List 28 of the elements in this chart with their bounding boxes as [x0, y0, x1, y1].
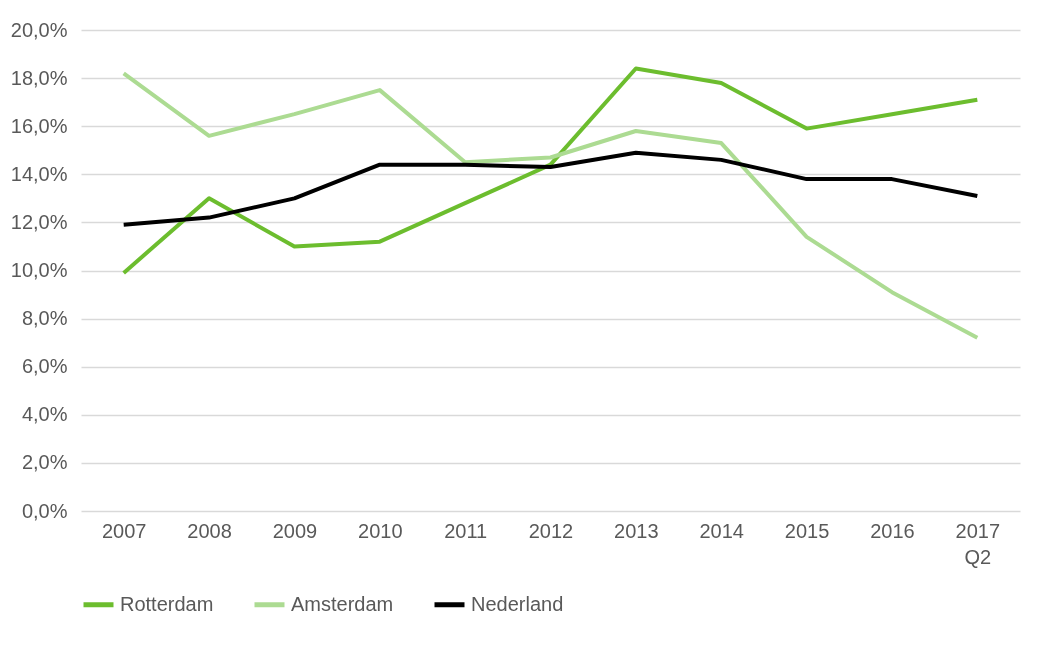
y-tick-label: 16,0%	[10, 114, 68, 137]
y-tick-label: 8,0%	[21, 307, 68, 330]
legend-label: Nederland	[471, 592, 564, 615]
x-tick-label: 2012	[528, 519, 574, 542]
legend-label: Rotterdam	[120, 592, 214, 615]
x-tick-label: 2008	[187, 519, 232, 542]
x-tick-label: 2017 Q2	[955, 519, 1001, 568]
legend-label: Amsterdam	[291, 592, 394, 615]
x-tick-label: 2014	[699, 519, 744, 542]
x-tick-label: 2016	[870, 519, 915, 542]
y-tick-label: 4,0%	[21, 403, 68, 426]
y-tick-label: 14,0%	[10, 162, 68, 185]
y-tick-label: 0,0%	[21, 499, 68, 522]
y-tick-label: 18,0%	[10, 66, 68, 89]
x-tick-label: 2013	[614, 519, 659, 542]
y-tick-label: 20,0%	[10, 18, 68, 41]
line-series	[121, 150, 980, 227]
x-tick-label: 2015	[784, 519, 830, 542]
x-tick-label: 2007	[101, 519, 147, 542]
y-tick-label: 2,0%	[21, 451, 68, 474]
x-tick-label: 2009	[272, 519, 318, 542]
y-tick-label: 10,0%	[10, 259, 68, 281]
line-series	[121, 71, 980, 340]
x-tick-label: 2010	[358, 519, 403, 542]
line-series	[121, 66, 980, 275]
y-tick-label: 12,0%	[10, 210, 68, 233]
y-tick-label: 6,0%	[21, 355, 68, 378]
x-tick-label: 2011	[444, 519, 488, 542]
